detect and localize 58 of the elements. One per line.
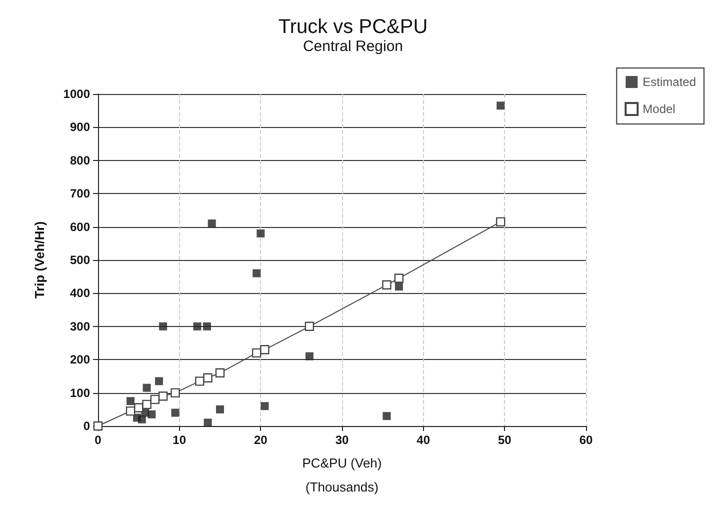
point	[256, 229, 265, 238]
point	[148, 410, 156, 418]
point	[155, 377, 163, 386]
y-tick-label: 200	[70, 352, 90, 367]
point	[305, 352, 314, 360]
point	[203, 373, 212, 382]
point	[126, 397, 135, 406]
point	[150, 394, 160, 404]
x-tick-label: 20	[254, 433, 268, 447]
point	[215, 368, 225, 378]
point	[134, 403, 144, 412]
x-tick-label: 40	[416, 433, 430, 447]
x-tick-label: 50	[498, 433, 512, 447]
y-tick-label: 1000	[63, 87, 90, 101]
y-axis-title: Trip (Veh/Hr)	[32, 221, 47, 299]
chart-title: Truck vs PC&PU	[278, 16, 428, 38]
point	[382, 280, 392, 290]
point	[260, 402, 269, 410]
legend-label: Estimated	[642, 75, 696, 89]
y-tick-label: 900	[70, 120, 90, 134]
point	[193, 322, 202, 330]
chart-subtitle: Central Region	[302, 38, 404, 55]
point	[208, 219, 216, 228]
y-tick-label: 800	[70, 153, 90, 168]
point	[195, 376, 204, 386]
y-tick-label: 600	[70, 220, 90, 234]
point	[158, 392, 168, 401]
point	[496, 102, 505, 110]
y-tick-label: 100	[70, 386, 90, 400]
point	[260, 345, 270, 354]
point	[126, 406, 136, 416]
point	[394, 282, 403, 291]
point	[496, 217, 506, 226]
legend-label: Model	[642, 102, 676, 116]
point	[159, 322, 168, 330]
point	[142, 400, 152, 410]
x-tick-label: 30	[335, 433, 349, 447]
point	[202, 322, 211, 330]
y-tick-label: 700	[70, 186, 90, 201]
y-tick-label: 300	[70, 319, 90, 334]
point	[382, 412, 391, 420]
point	[170, 388, 180, 398]
point	[204, 418, 212, 427]
y-tick-label: 0	[83, 419, 90, 433]
x-tick-label: 10	[172, 433, 186, 447]
x-tick-label: 60	[579, 433, 593, 447]
point	[216, 405, 224, 414]
y-tick-label: 500	[70, 253, 90, 267]
point	[394, 274, 404, 283]
point	[142, 384, 151, 392]
point	[138, 415, 146, 424]
point	[304, 322, 314, 331]
point	[171, 408, 180, 417]
y-tick-label: 400	[70, 286, 90, 300]
x-tick-label: 0	[94, 433, 102, 447]
x-axis-title: PC&PU (Veh) (Thousands)	[302, 455, 382, 494]
point	[252, 269, 261, 278]
point	[252, 348, 262, 358]
